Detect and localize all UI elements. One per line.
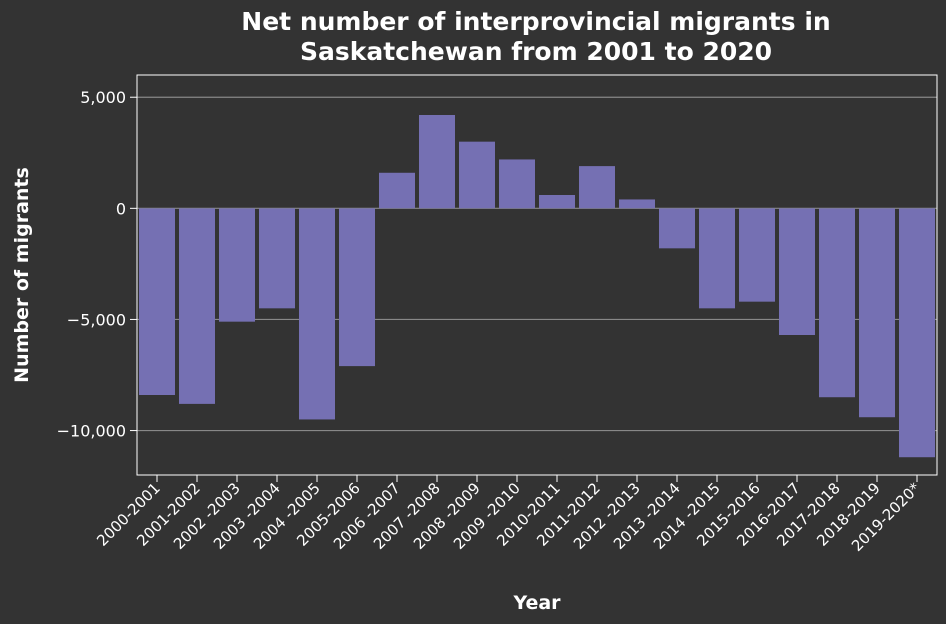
bar bbox=[819, 208, 855, 398]
bar bbox=[299, 208, 335, 420]
bar bbox=[779, 208, 815, 335]
bar bbox=[619, 199, 655, 209]
bar bbox=[219, 208, 255, 322]
bar bbox=[859, 208, 895, 418]
x-axis-title: Year bbox=[512, 592, 561, 614]
y-tick-label: −5,000 bbox=[67, 310, 126, 329]
bar bbox=[179, 208, 215, 404]
bar bbox=[699, 208, 735, 309]
y-tick-label: −10,000 bbox=[57, 422, 126, 441]
y-tick-label: 5,000 bbox=[80, 88, 126, 107]
plot-frame bbox=[136, 74, 938, 476]
bar bbox=[459, 141, 495, 209]
bars bbox=[139, 115, 935, 458]
bar bbox=[419, 115, 455, 209]
y-axis-ticks: 5,000 0 −5,000 −10,000 bbox=[57, 88, 137, 441]
bar bbox=[139, 208, 175, 395]
bar bbox=[899, 208, 935, 458]
bar bbox=[339, 208, 375, 367]
bar bbox=[259, 208, 295, 309]
y-tick-label: 0 bbox=[116, 199, 126, 218]
bar bbox=[579, 166, 615, 209]
bar bbox=[499, 159, 535, 209]
bar bbox=[539, 195, 575, 209]
y-axis-title: Number of migrants bbox=[11, 167, 33, 383]
chart-title-line-2: Saskatchewan from 2001 to 2020 bbox=[300, 37, 772, 66]
bar bbox=[379, 172, 415, 209]
bar bbox=[739, 208, 775, 302]
chart-title-line-1: Net number of interprovincial migrants i… bbox=[241, 7, 830, 36]
bar bbox=[659, 208, 695, 249]
